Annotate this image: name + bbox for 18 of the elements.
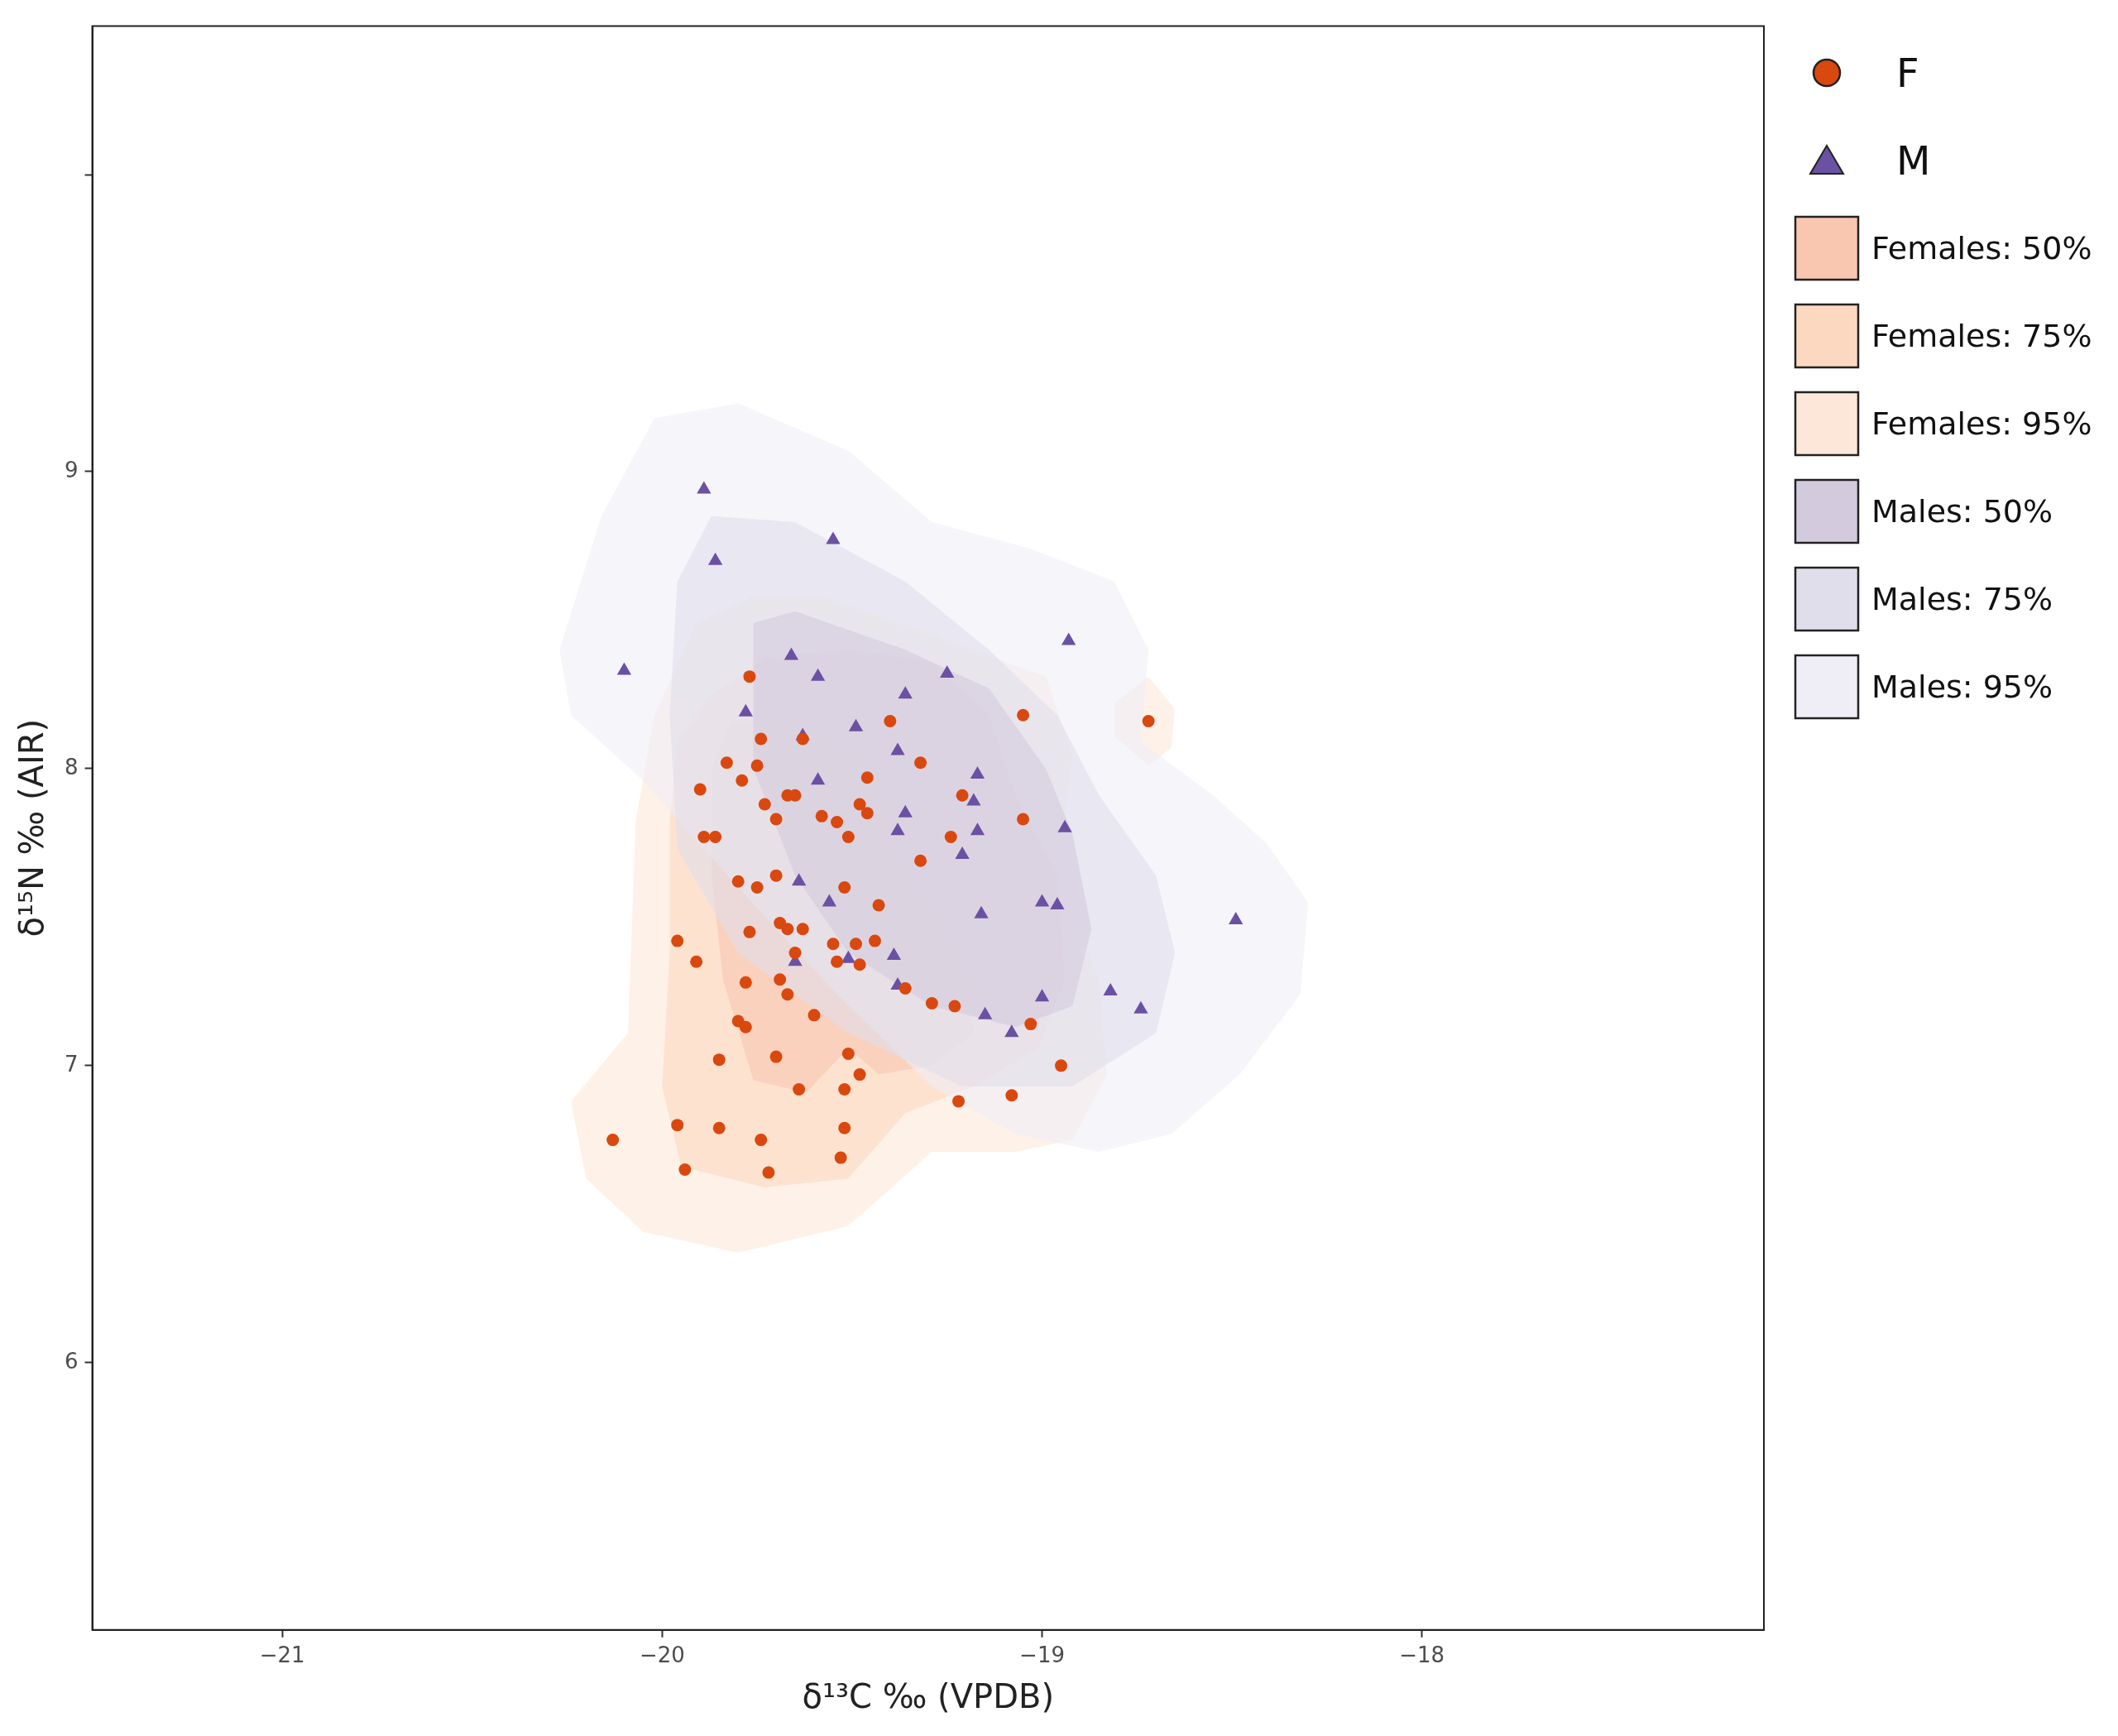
- y-tick-label: 7: [65, 1051, 79, 1077]
- legend-label: Females: 50%: [1871, 230, 2092, 266]
- x-tick-label: −18: [1399, 1642, 1445, 1668]
- y-axis-title: δ¹⁵N ‰ (AIR): [12, 718, 51, 938]
- legend-label: M: [1896, 137, 1931, 184]
- legend-label: F: [1896, 50, 1919, 96]
- legend-label: Females: 75%: [1871, 318, 2092, 354]
- x-tick-label: −20: [639, 1642, 685, 1668]
- x-tick-label: −19: [1019, 1642, 1065, 1668]
- legend-label: Males: 75%: [1871, 581, 2053, 617]
- legend-label: Females: 95%: [1871, 405, 2092, 442]
- legend-label: Males: 50%: [1871, 493, 2053, 530]
- y-tick-label: 6: [65, 1348, 79, 1374]
- y-tick-label: 8: [65, 754, 79, 779]
- x-tick-label: −21: [259, 1642, 305, 1668]
- y-tick-label: 9: [65, 457, 79, 482]
- x-axis-title: δ¹³C ‰ (VPDB): [802, 1677, 1055, 1716]
- legend-label: Males: 95%: [1871, 669, 2053, 705]
